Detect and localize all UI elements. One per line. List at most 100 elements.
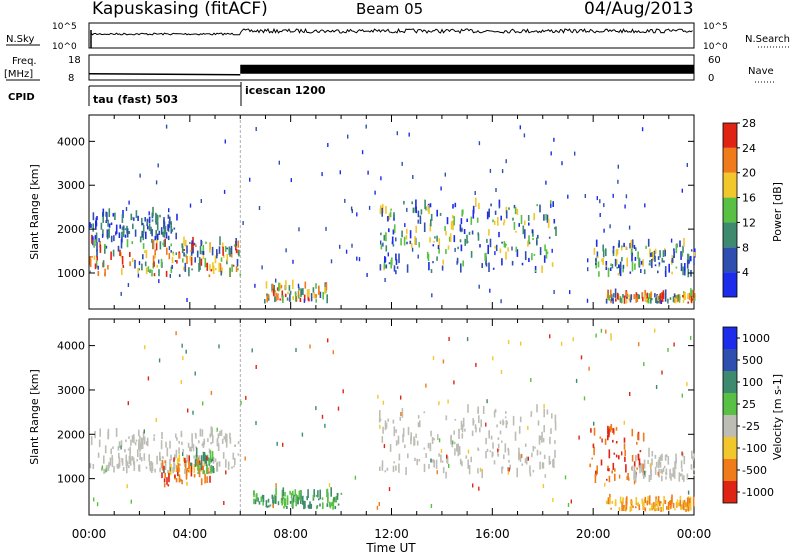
x-tick-label-3: 12:00 [374,527,409,541]
scatter-point [206,456,208,461]
data-cell-0 [89,463,92,469]
data-cell-0 [148,454,150,462]
scatter-point [377,394,379,399]
data-cell-4 [389,444,392,452]
data-cell-0 [126,239,129,248]
data-cell-3 [545,213,547,221]
data-cell-1 [170,226,173,234]
freq-tick-top: 18 [68,55,81,66]
data-cell-6 [657,507,660,511]
y-tick-label-0: 1000 [57,473,85,486]
data-cell-2 [212,466,214,474]
data-cell-4 [450,434,452,445]
scatter-point [295,348,297,352]
scatter-point [251,348,253,353]
data-cell-7 [661,469,664,474]
data-cell-4 [467,459,469,469]
data-cell-4 [652,251,655,261]
data-cell-4 [490,435,493,440]
data-cell-3 [549,200,552,206]
data-cell-4 [682,245,684,253]
data-cell-1 [147,225,149,230]
scatter-point [139,173,141,178]
data-cell-4 [430,430,432,437]
data-cell-1 [184,460,187,469]
data-cell-2 [279,282,281,291]
data-cell-0 [183,249,186,251]
data-cell-3 [446,217,449,225]
scatter-point [588,366,590,371]
data-cell-2 [287,291,289,295]
data-cell-5 [667,298,669,304]
scatter-point [324,423,326,428]
data-cell-7 [639,465,641,474]
data-cell-0 [191,242,193,252]
data-cell-0 [133,436,135,444]
data-cell-1 [146,218,149,222]
data-cell-0 [219,431,221,437]
data-cell-0 [102,260,105,268]
data-cell-4 [504,416,507,419]
scatter-point [275,483,277,488]
data-cell-0 [189,447,191,452]
data-cell-5 [635,292,638,300]
data-cell-0 [226,259,228,265]
data-cell-3 [417,210,420,218]
data-cell-4 [477,468,479,474]
scatter-point [643,470,646,475]
data-cell-0 [104,245,106,254]
scatter-point [261,265,263,270]
data-cell-0 [153,434,156,437]
data-cell-3 [460,244,463,252]
data-cell-3 [425,206,427,211]
data-cell-4 [544,474,547,478]
data-cell-4 [497,453,500,457]
data-cell-5 [607,468,609,472]
data-cell-0 [230,245,233,255]
data-cell-5 [647,300,649,303]
y-tick-label-0: 1000 [57,267,85,280]
data-cell-2 [294,291,297,296]
scatter-point [604,482,606,487]
data-cell-0 [159,452,161,461]
data-cell-1 [188,455,190,465]
data-cell-4 [441,460,444,463]
data-cell-4 [435,459,438,469]
data-cell-0 [129,446,131,454]
data-cell-7 [683,475,685,482]
data-cell-5 [690,295,693,304]
scatter-point [290,178,292,183]
data-cell-1 [156,233,159,241]
scatter-point [681,393,683,398]
data-cell-4 [536,449,539,456]
data-cell-0 [195,433,197,439]
colorbar-tick-label-0: 1000 [742,332,770,345]
data-cell-5 [638,458,641,468]
scatter-point [633,245,636,249]
colorbar-swatch-3 [723,393,737,415]
scatter-point [125,207,128,211]
data-cell-0 [222,452,225,459]
scatter-point [572,337,574,342]
scatter-point [564,475,567,480]
scatter-point [126,484,128,489]
data-cell-3 [477,232,479,236]
data-cell-7 [681,476,684,480]
data-cell-0 [206,262,209,271]
data-cell-3 [516,249,519,257]
data-cell-3 [501,241,503,244]
data-cell-5 [631,454,634,462]
scatter-point [489,168,492,173]
data-cell-0 [149,462,152,471]
data-cell-0 [192,247,194,254]
data-cell-3 [395,259,398,265]
data-cell-0 [182,449,185,452]
data-cell-4 [651,252,653,258]
data-cell-4 [417,415,420,419]
data-cell-0 [121,268,123,276]
data-cell-2 [292,295,294,300]
data-cell-5 [608,449,611,459]
data-cell-7 [649,463,652,467]
data-cell-3 [392,229,395,235]
